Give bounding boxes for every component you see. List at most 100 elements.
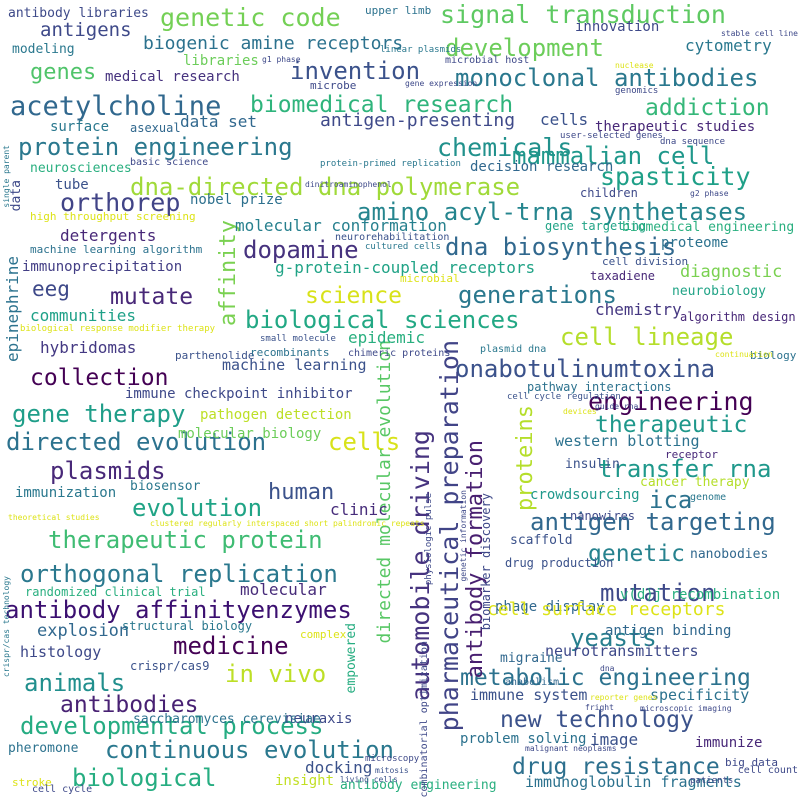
word: microbial host xyxy=(445,55,530,66)
word: receptor xyxy=(665,448,718,461)
word: innovation xyxy=(575,19,660,35)
word: monoclonal antibodies xyxy=(455,64,759,92)
word: development xyxy=(445,34,604,62)
word: children xyxy=(580,186,638,200)
word: dopamine xyxy=(243,236,359,264)
word: genome xyxy=(690,492,727,503)
word: antigen binding xyxy=(605,623,732,639)
word: high throughput screening xyxy=(30,210,196,223)
word: nuclease xyxy=(615,61,654,70)
word: protein engineering xyxy=(18,133,293,161)
word: diagnostic xyxy=(680,262,783,282)
word: molecular conformation xyxy=(235,216,447,235)
word: antibody engineering xyxy=(340,778,497,793)
word: crowdsourcing xyxy=(530,487,640,503)
word: g2 phase xyxy=(690,189,729,198)
word: nanowires xyxy=(570,509,636,523)
word: antigen targeting xyxy=(530,508,776,536)
word: acetylcholine xyxy=(10,91,222,122)
word: cells xyxy=(540,110,589,129)
word: eeg xyxy=(32,277,70,301)
word: genomics xyxy=(615,86,659,96)
word: modeling xyxy=(12,42,75,57)
word: small molecule xyxy=(260,334,336,344)
word: antigen-presenting xyxy=(320,110,516,131)
word: biological sciences xyxy=(245,306,520,334)
word: yeasts xyxy=(570,624,657,652)
word: human xyxy=(268,480,335,505)
word: stroke xyxy=(12,776,52,789)
word: chemistry xyxy=(595,300,682,319)
word: scaffold xyxy=(510,533,573,548)
word: cytometry xyxy=(685,36,772,55)
word: structural biology xyxy=(122,619,253,633)
word: biogenic amine receptors xyxy=(143,33,404,54)
word: medical research xyxy=(105,69,240,85)
word: cell lineage xyxy=(560,323,734,351)
word: data xyxy=(9,180,24,212)
word: in vivo xyxy=(225,660,327,688)
word: plasmid dna xyxy=(480,344,547,355)
word: collection xyxy=(30,365,169,391)
word: medicine xyxy=(173,632,289,660)
word: recombinants xyxy=(250,346,330,359)
word: developmental process xyxy=(20,712,324,740)
word: neuraxis xyxy=(285,711,353,727)
word: therapeutic studies xyxy=(595,119,756,135)
word: new technology xyxy=(500,707,694,733)
word: problem solving xyxy=(460,731,587,747)
word: hybridomas xyxy=(40,338,137,357)
word: user-selected genes xyxy=(560,131,663,141)
word: cell cycle xyxy=(32,784,93,795)
word: therapeutic xyxy=(595,412,748,438)
word: molecular xyxy=(240,580,327,599)
word: biosensor xyxy=(130,479,201,494)
word: asexual xyxy=(130,121,181,135)
word: dna xyxy=(600,664,615,673)
word: addiction xyxy=(645,95,770,121)
word: drug resistance xyxy=(512,754,720,780)
word: chimeric proteins xyxy=(348,348,451,359)
word: directed molecular evolution xyxy=(374,340,395,644)
word: combinatorial optimization xyxy=(419,641,430,798)
word: nanobodies xyxy=(690,547,769,562)
word: immune system xyxy=(470,686,588,704)
word: neurosciences xyxy=(30,161,132,176)
word: orthorep xyxy=(60,188,181,217)
word: anabolism xyxy=(505,677,560,688)
word: specificity xyxy=(650,686,750,704)
word: theoretical studies xyxy=(8,513,100,522)
word: antigens xyxy=(40,19,132,41)
word: empowered xyxy=(344,623,359,694)
word: cultured cells xyxy=(365,242,441,252)
word: neurotransmitters xyxy=(545,642,699,660)
word: microscopy xyxy=(365,754,420,764)
word: mammalian cell xyxy=(512,142,715,170)
word: reporter genes xyxy=(590,693,658,702)
word: onabotulinumtoxina xyxy=(455,355,716,383)
word: genes xyxy=(30,60,97,85)
word: gene expression xyxy=(405,79,478,88)
word: continuation xyxy=(715,350,773,359)
word: biological xyxy=(72,764,217,792)
word: cell division xyxy=(602,255,689,268)
word: cell count xyxy=(737,765,798,776)
word: chemicals xyxy=(437,133,573,162)
word: antibodies xyxy=(60,692,199,718)
word: crispr/cas9 xyxy=(130,659,210,673)
word: neurobiology xyxy=(672,284,766,299)
word: algorithm design xyxy=(680,310,796,324)
word: tube xyxy=(55,177,89,193)
word: ica xyxy=(649,486,693,514)
word: complex xyxy=(300,628,347,641)
word: explosion xyxy=(37,621,130,641)
word: neurorehabilitation xyxy=(335,232,450,243)
word: mutate xyxy=(110,284,194,310)
word: dna-directed dna polymerase xyxy=(130,173,521,201)
word: linear plasmids xyxy=(380,45,462,55)
word: patients xyxy=(690,776,734,786)
word: epinephrine xyxy=(3,256,22,362)
word: molecular biology xyxy=(178,426,322,442)
word: taxadiene xyxy=(590,269,656,283)
